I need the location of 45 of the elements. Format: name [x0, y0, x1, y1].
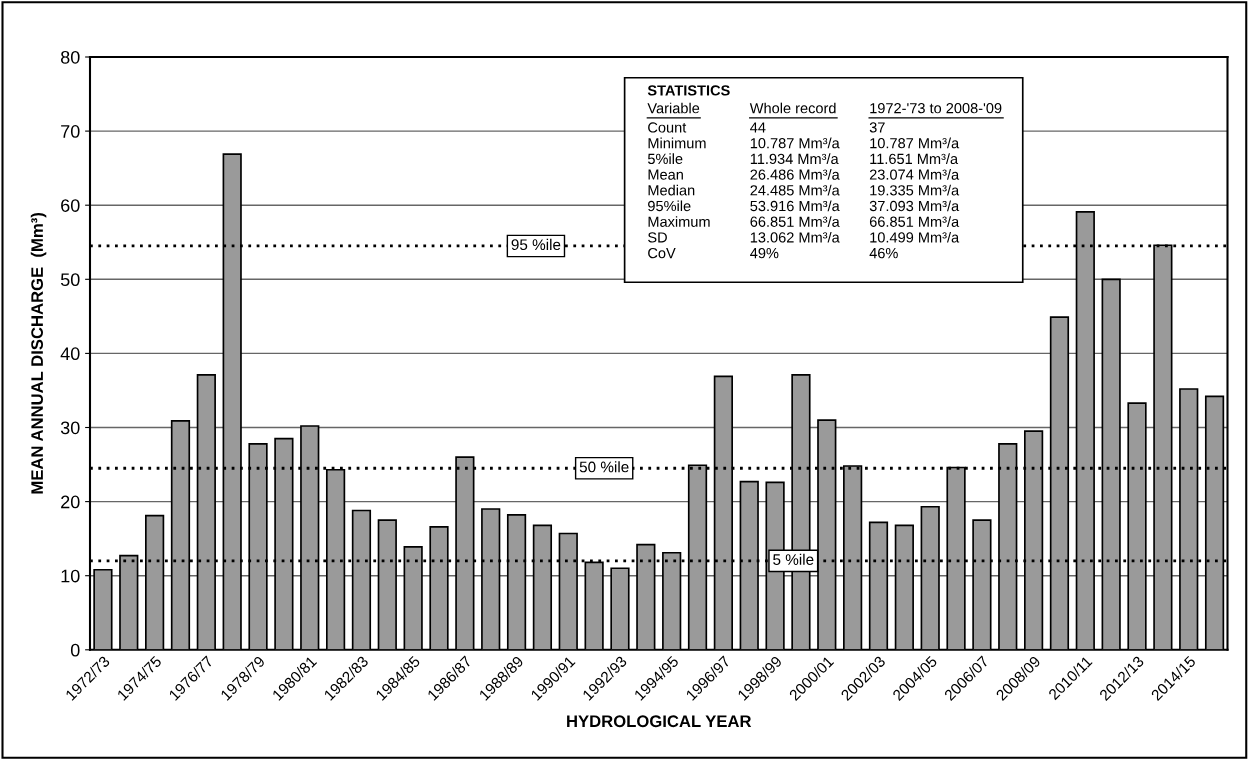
ref-line-label: 5 %ile — [773, 553, 814, 565]
annotation: 46% — [869, 247, 898, 259]
annotation: 13.062 Mm³/a — [750, 231, 840, 243]
annotation: 24.485 Mm³/a — [750, 184, 840, 196]
y-tick-label: 20 — [61, 495, 80, 509]
ref-line-label: 95 %ile — [511, 238, 561, 251]
annotation: 1972-'73 to 2008-'09 — [870, 103, 1002, 114]
annotation: 37.093 Mm³/a — [869, 200, 960, 212]
y-tick-label: 40 — [60, 347, 80, 361]
ref-line-label: 50 %ile — [579, 461, 629, 473]
y-axis-title: MEAN ANNUAL DISCHARGE (Mm³) — [30, 213, 47, 494]
annotation: Median — [648, 184, 695, 196]
y-tick-label: 10 — [61, 569, 80, 583]
annotation: Variable — [647, 102, 700, 114]
annotation: 66.851 Mm³/a — [750, 216, 840, 227]
annotation: 49% — [750, 247, 779, 259]
y-tick-label: 70 — [61, 125, 80, 138]
y-tick-label: 80 — [60, 50, 80, 64]
annotation: 10.499 Mm³/a — [870, 231, 960, 243]
annotation: 44 — [750, 122, 766, 133]
annotation: 23.074 Mm³/a — [869, 169, 960, 180]
annotation: Mean — [648, 169, 683, 180]
annotation: 5%ile — [647, 153, 683, 165]
annotation: Whole record — [749, 102, 836, 114]
annotation: 26.486 Mm³/a — [750, 169, 840, 180]
annotation: Maximum — [648, 216, 710, 227]
annotation: Count — [648, 122, 687, 133]
annotation: 10.787 Mm³/a — [750, 137, 840, 149]
y-tick-label: 30 — [60, 421, 80, 435]
y-tick-label: 50 — [60, 273, 80, 287]
annotation: 19.335 Mm³/a — [870, 184, 960, 196]
y-tick-label: 60 — [61, 199, 80, 212]
annotation: 95%ile — [648, 200, 691, 212]
annotation: Minimum — [648, 137, 706, 149]
annotation: 10.787 Mm³/a — [870, 137, 960, 149]
annotation: 11.934 Mm³/a — [750, 153, 839, 165]
annotation: STATISTICS — [647, 85, 730, 96]
annotation: 11.651 Mm³/a — [870, 153, 959, 165]
x-axis-title: HYDROLOGICAL YEAR — [567, 715, 752, 728]
annotation: CoV — [648, 247, 676, 259]
annotation: 66.851 Mm³/a — [869, 216, 960, 227]
annotation: 53.916 Mm³/a — [750, 200, 840, 212]
annotation: SD — [648, 232, 667, 243]
annotation: 37 — [869, 122, 885, 133]
y-tick-label: 0 — [70, 643, 80, 657]
